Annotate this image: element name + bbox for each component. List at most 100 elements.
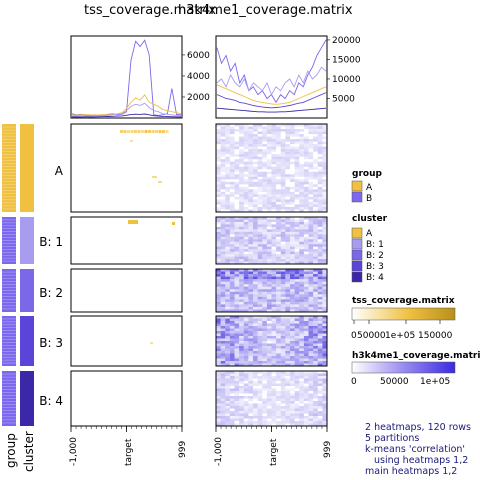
heatmap-cell: [258, 277, 263, 280]
heatmap-cell: [262, 411, 267, 414]
heatmap-cell: [216, 394, 221, 397]
heatmap-cell: [313, 257, 318, 259]
heatmap-cell: [225, 252, 230, 254]
heatmap-cell: [290, 242, 295, 244]
heatmap-cell: [304, 321, 309, 324]
heatmap-cell: [235, 351, 240, 354]
heatmap-cell: [322, 321, 327, 324]
x-tick-label: 999: [178, 441, 188, 458]
heatmap-cell: [318, 207, 323, 210]
heatmap-cell: [216, 249, 221, 251]
heatmap-cell: [221, 331, 226, 334]
heatmap-cell: [248, 219, 253, 221]
heatmap-cell: [295, 394, 300, 397]
heatmap-cell: [225, 416, 230, 419]
heatmap-cell: [304, 194, 309, 197]
heatmap-cell: [276, 249, 281, 251]
heatmap-cell: [304, 297, 309, 300]
heatmap-cell: [235, 249, 240, 251]
heatmap-cell: [225, 304, 230, 307]
heatmap-cell: [299, 254, 304, 256]
heatmap-cell: [267, 247, 272, 249]
heatmap-cell: [281, 274, 286, 277]
heatmap-cell: [244, 287, 249, 290]
heatmap-cell: [276, 421, 281, 424]
heatmap-cell: [235, 189, 240, 192]
heatmap-cell: [299, 197, 304, 200]
heatmap-cell: [221, 127, 226, 130]
heatmap-cell: [290, 227, 295, 229]
heatmap-cell: [138, 130, 141, 133]
heatmap-cell: [253, 307, 258, 310]
heatmap-cell: [285, 259, 290, 261]
heatmap-cell: [318, 344, 323, 347]
heatmap-cell: [239, 341, 244, 344]
heatmap-cell: [295, 182, 300, 185]
heatmap-cell: [267, 381, 272, 384]
heatmap-cell: [290, 356, 295, 359]
heatmap-cell: [253, 411, 258, 414]
heatmap-cell: [281, 154, 286, 157]
heatmap-cell: [230, 304, 235, 307]
heatmap-cell: [221, 207, 226, 210]
heatmap-cell: [262, 389, 267, 392]
heatmap-cell: [216, 282, 221, 285]
heatmap-cell: [267, 399, 272, 402]
heatmap-cell: [322, 282, 327, 285]
heatmap-cell: [239, 334, 244, 337]
heatmap-cell: [141, 130, 144, 133]
heatmap-cell: [290, 279, 295, 282]
heatmap-cell: [262, 292, 267, 295]
heatmap-cell: [253, 147, 258, 150]
heatmap-cell: [225, 169, 230, 172]
heatmap-cell: [267, 361, 272, 364]
heatmap-cell: [276, 406, 281, 409]
heatmap-cell: [272, 174, 277, 177]
heatmap-cell: [155, 130, 158, 133]
heatmap-cell: [304, 162, 309, 165]
heatmap-cell: [281, 239, 286, 241]
legend-swatch-cluster-a: [352, 228, 362, 238]
heatmap-cell: [299, 361, 304, 364]
heatmap-cell: [225, 384, 230, 387]
heatmap-cell: [290, 192, 295, 195]
heatmap-cell: [239, 386, 244, 389]
heatmap-cell: [322, 396, 327, 399]
heatmap-cell: [253, 351, 258, 354]
heatmap-cell: [258, 229, 263, 231]
heatmap-cell: [299, 244, 304, 246]
heatmap-cell: [272, 157, 277, 160]
heatmap-cell: [248, 244, 253, 246]
heatmap-cell: [239, 239, 244, 241]
heatmap-cell: [309, 297, 314, 300]
heatmap-cell: [322, 406, 327, 409]
heatmap-cell: [304, 147, 309, 150]
heatmap-cell: [304, 376, 309, 379]
heatmap-cell: [267, 192, 272, 195]
heatmap-cell: [313, 127, 318, 130]
heatmap-cell: [230, 384, 235, 387]
heatmap-cell: [248, 421, 253, 424]
heatmap-cell: [216, 379, 221, 382]
heatmap-cell: [318, 391, 323, 394]
heatmap-cell: [299, 394, 304, 397]
heatmap-cell: [290, 307, 295, 310]
heatmap-cell: [262, 137, 267, 140]
heatmap-cell: [267, 152, 272, 155]
heatmap-cell: [225, 287, 230, 290]
heatmap-cell: [162, 130, 165, 133]
heatmap-cell: [299, 249, 304, 251]
heatmap-cell: [221, 361, 226, 364]
heatmap-cell: [276, 159, 281, 162]
heatmap-cell: [285, 224, 290, 226]
heatmap-cell: [221, 339, 226, 342]
heatmap-cell: [262, 379, 267, 382]
heatmap-cell: [285, 192, 290, 195]
heatmap-cell: [248, 132, 253, 135]
heatmap-cell: [258, 164, 263, 167]
heatmap-cell: [322, 346, 327, 349]
heatmap-cell: [230, 277, 235, 280]
legend-h3k4me1-colorbar: [352, 362, 455, 373]
heatmap-cell: [239, 197, 244, 200]
heatmap-cell: [244, 167, 249, 170]
